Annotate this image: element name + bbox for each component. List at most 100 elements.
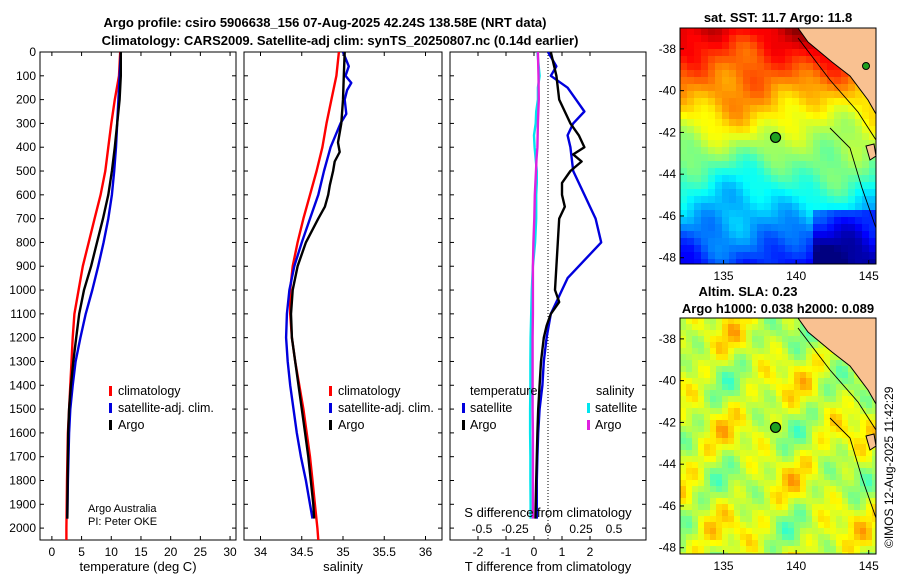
map-cell xyxy=(834,154,842,162)
map-cell xyxy=(743,126,751,134)
map-cell xyxy=(848,203,856,211)
map-cell xyxy=(729,91,737,99)
map-cell xyxy=(848,498,855,505)
map-cell xyxy=(710,390,717,397)
map-cell xyxy=(836,552,843,554)
map-cell xyxy=(813,91,821,99)
map-cell xyxy=(813,168,821,176)
map-cell xyxy=(860,504,867,511)
map-cell xyxy=(680,105,688,113)
map-cell xyxy=(862,231,870,239)
map-cell xyxy=(687,231,695,239)
map-cell xyxy=(698,480,705,487)
map-cell xyxy=(830,396,837,403)
map-cell xyxy=(776,456,783,463)
map-cell xyxy=(708,119,716,127)
map-cell xyxy=(757,182,765,190)
map-cell xyxy=(834,98,842,106)
map-cell xyxy=(792,196,800,204)
map-cell xyxy=(842,534,849,541)
map-cell xyxy=(776,522,783,529)
map-cell xyxy=(771,224,779,232)
map-cell xyxy=(770,498,777,505)
difference-series-salinity-argo xyxy=(531,52,540,519)
map-cell xyxy=(841,231,849,239)
map-cell xyxy=(686,420,693,427)
map-cell xyxy=(704,468,711,475)
map-cell xyxy=(792,63,800,71)
map-cell xyxy=(778,231,786,239)
map-cell xyxy=(728,366,735,373)
map-cell xyxy=(869,175,876,183)
map-cell xyxy=(770,396,777,403)
map-cell xyxy=(722,203,730,211)
s-difference-ticks: -0.5 -0.25 0 0.25 0.5 xyxy=(472,522,623,536)
map-cell xyxy=(836,444,843,451)
map-cell xyxy=(764,438,771,445)
map-cell xyxy=(692,528,699,535)
map-cell xyxy=(782,504,789,511)
map-cell xyxy=(785,56,793,64)
map-cell xyxy=(710,474,717,481)
map-cell xyxy=(710,504,717,511)
map-cell xyxy=(757,119,765,127)
map-cell xyxy=(750,147,758,155)
map-cell xyxy=(708,161,716,169)
map-cell xyxy=(701,238,709,246)
map-cell xyxy=(698,342,705,349)
map-cell xyxy=(680,63,688,71)
map-cell xyxy=(686,444,693,451)
map-cell xyxy=(792,77,800,85)
map-cell xyxy=(698,426,705,433)
map-cell xyxy=(771,238,779,246)
map-cell xyxy=(848,189,856,197)
map-cell xyxy=(866,402,873,409)
map-cell xyxy=(686,450,693,457)
map-cell xyxy=(692,492,699,499)
map-cell xyxy=(750,224,758,232)
map-cell xyxy=(686,432,693,439)
map-cell xyxy=(728,426,735,433)
map-cell xyxy=(743,49,751,57)
map-cell xyxy=(708,63,716,71)
map-cell xyxy=(736,154,744,162)
map-cell xyxy=(776,396,783,403)
map-cell xyxy=(806,516,813,523)
map-cell xyxy=(740,516,747,523)
map-cell xyxy=(764,540,771,547)
map-cell xyxy=(764,378,771,385)
map-cell xyxy=(824,540,831,547)
map-cell xyxy=(830,426,837,433)
map-cell xyxy=(704,408,711,415)
legend-title-salinity: salinity xyxy=(596,384,635,398)
map-cell xyxy=(710,414,717,421)
map-cell xyxy=(834,105,842,113)
map-cell xyxy=(776,342,783,349)
map-cell xyxy=(722,438,729,445)
map-cell xyxy=(866,390,873,397)
map-cell xyxy=(827,189,835,197)
map-cell xyxy=(687,154,695,162)
map-cell xyxy=(694,70,702,78)
map-cell xyxy=(794,432,801,439)
s-difference-tick-label: 0.5 xyxy=(606,522,623,536)
map-cell xyxy=(813,119,821,127)
map-cell xyxy=(800,396,807,403)
map-cell xyxy=(834,210,842,218)
map-cell xyxy=(752,360,759,367)
map-cell xyxy=(800,426,807,433)
map-cell xyxy=(710,354,717,361)
map-cell xyxy=(820,70,828,78)
map-cell xyxy=(866,468,873,475)
map-cell xyxy=(715,224,723,232)
map-cell xyxy=(708,35,716,43)
map-cell xyxy=(692,438,699,445)
map-cell xyxy=(692,342,699,349)
map-cell xyxy=(752,450,759,457)
map-cell xyxy=(788,426,795,433)
map-cell xyxy=(764,252,772,260)
map-cell xyxy=(813,189,821,197)
map-cell xyxy=(746,546,753,553)
depth-tick-label: 500 xyxy=(16,164,36,178)
map-cell xyxy=(841,105,849,113)
